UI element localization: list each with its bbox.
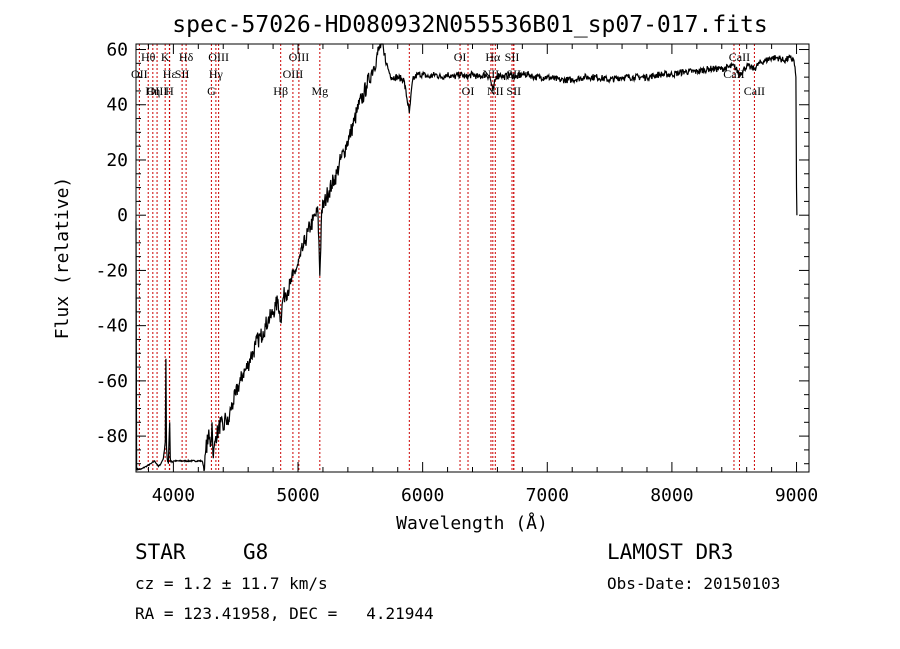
y-tick-label: -60 [95, 371, 128, 392]
emission-line-label-3: Hη [145, 84, 160, 98]
emission-line-label-1: OII [131, 67, 148, 81]
survey-name: LAMOST DR3 [607, 540, 734, 564]
emission-line-label-21: NII [487, 84, 504, 98]
x-tick-label: 5000 [276, 485, 319, 506]
observation-date: Obs-Date: 20150103 [607, 574, 781, 593]
y-axis-ticks: -80 -60 -40 -20 0 20 40 60 [95, 40, 809, 465]
redshift-cz: cz = 1.2 ± 11.7 km/s [135, 574, 328, 593]
emission-line-label-27: CaII [744, 84, 765, 98]
emission-line-label-14: OIII [283, 67, 304, 81]
emission-line-label-7: SII [175, 67, 190, 81]
y-tick-label: -20 [95, 260, 128, 281]
y-tick-label: 60 [106, 40, 128, 61]
emission-line-label-6: H [165, 84, 174, 98]
spectrum-chart: spec-57026-HD080932N055536B01_sp07-017.f… [52, 12, 818, 534]
y-tick-label: 20 [106, 150, 128, 171]
x-axis-ticks: 4000 5000 6000 7000 8000 9000 [147, 44, 818, 506]
x-tick-label: 7000 [526, 485, 569, 506]
y-tick-label: -80 [95, 426, 128, 447]
x-axis-label: Wavelength (Å) [396, 512, 548, 534]
y-tick-label: -40 [95, 316, 128, 337]
emission-line-label-4: K [161, 50, 170, 64]
x-tick-label: 4000 [152, 485, 195, 506]
emission-line-label-13: OIII [289, 50, 310, 64]
emission-line-label-25: CaII [729, 50, 750, 64]
chart-title: spec-57026-HD080932N055536B01_sp07-017.f… [172, 12, 767, 38]
emission-line-label-26: CaII [723, 67, 744, 81]
object-subclass: G8 [243, 540, 269, 564]
emission-line-label-0: Hθ [141, 50, 156, 64]
emission-line-label-5: Hε [163, 67, 177, 81]
x-tick-label: 9000 [775, 485, 818, 506]
spectrum-trace [135, 43, 798, 472]
emission-line-label-2: OIII [147, 84, 168, 98]
emission-line-label-8: Hδ [179, 50, 194, 64]
emission-line-label-24: SII [506, 84, 521, 98]
emission-line-label-18: OI [462, 84, 475, 98]
emission-line-label-17: OI [454, 50, 467, 64]
emission-line-label-20: NII [483, 67, 500, 81]
object-type: STAR [135, 540, 186, 564]
x-tick-label: 8000 [650, 485, 693, 506]
emission-line-label-15: Mg [311, 84, 328, 98]
emission-line-label-11: G [207, 84, 216, 98]
emission-line-label-9: OIII [208, 50, 229, 64]
coordinates: RA = 123.41958, DEC = 4.21944 [135, 604, 434, 623]
y-axis-label: Flux (relative) [52, 177, 73, 340]
plot-frame [135, 43, 810, 473]
emission-line-label-12: Hβ [273, 84, 288, 98]
x-tick-label: 6000 [401, 485, 444, 506]
emission-line-label-22: SII [505, 50, 520, 64]
emission-line-label-19: Hα [485, 50, 501, 64]
y-tick-label: 0 [117, 205, 128, 226]
y-tick-label: 40 [106, 95, 128, 116]
emission-line-label-10: Hγ [209, 67, 224, 81]
